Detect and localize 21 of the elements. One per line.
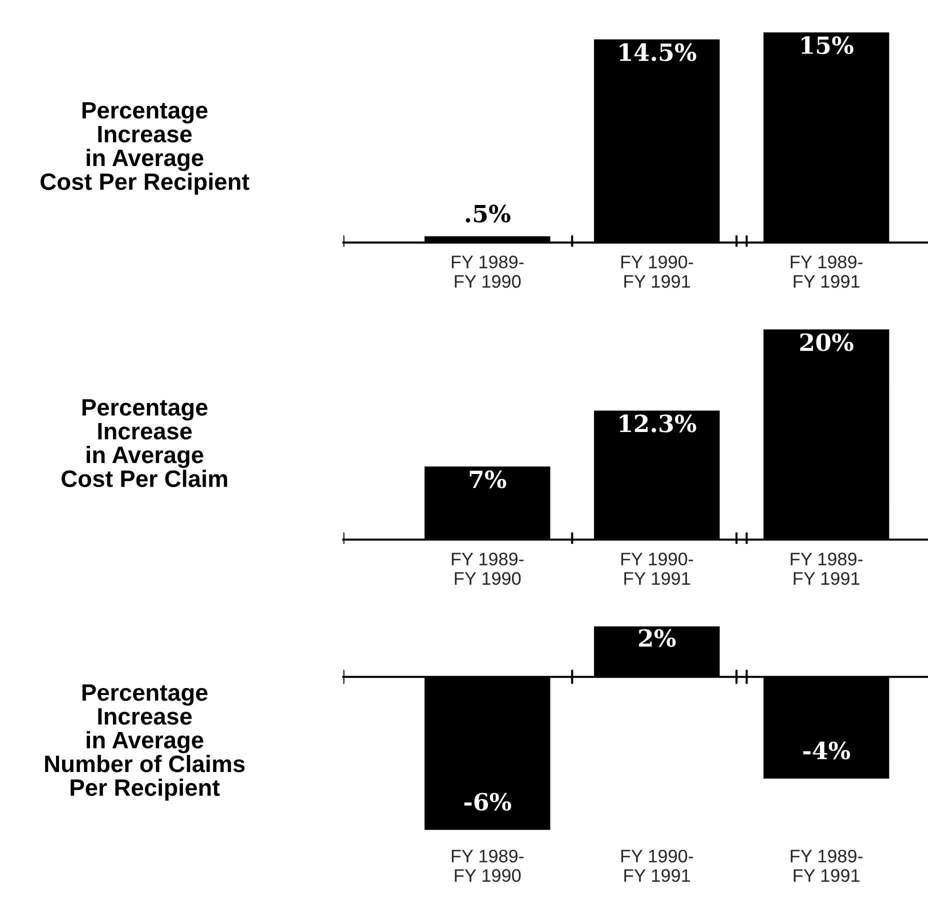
data-label: 2%: [639, 629, 676, 647]
x-tick-label: FY 1989- FY 1990: [452, 552, 524, 585]
data-label: 14.5%: [620, 43, 696, 62]
x-tick-label: FY 1990- FY 1991: [621, 552, 694, 585]
data-label: -4%: [803, 742, 850, 760]
x-tick-label: FY 1989- FY 1990: [452, 850, 524, 882]
text: Percentage Increase in Average Number of Claims Per Recipient: [45, 684, 245, 801]
x-tick-label: FY 1989- FY 1991: [790, 256, 862, 288]
data-label: -6%: [464, 792, 512, 811]
x-tick-label: FY 1989- FY 1991: [790, 850, 862, 882]
data-label: .5%: [466, 204, 510, 223]
x-tick-label: FY 1989- FY 1990: [452, 256, 524, 288]
data-label: 12.3%: [620, 414, 696, 432]
x-tick-label: FY 1990- FY 1991: [621, 256, 694, 288]
x-tick-label: FY 1990- FY 1991: [621, 850, 694, 882]
x-tick-label: FY 1989- FY 1991: [790, 552, 862, 585]
data-label: 7%: [470, 470, 506, 488]
data-label: 15%: [802, 36, 854, 54]
data-label: 20%: [800, 333, 854, 352]
text: Percentage Increase in Average Cost Per Claim: [62, 399, 228, 488]
text: Percentage Increase in Average Cost Per Recipient: [40, 102, 250, 195]
